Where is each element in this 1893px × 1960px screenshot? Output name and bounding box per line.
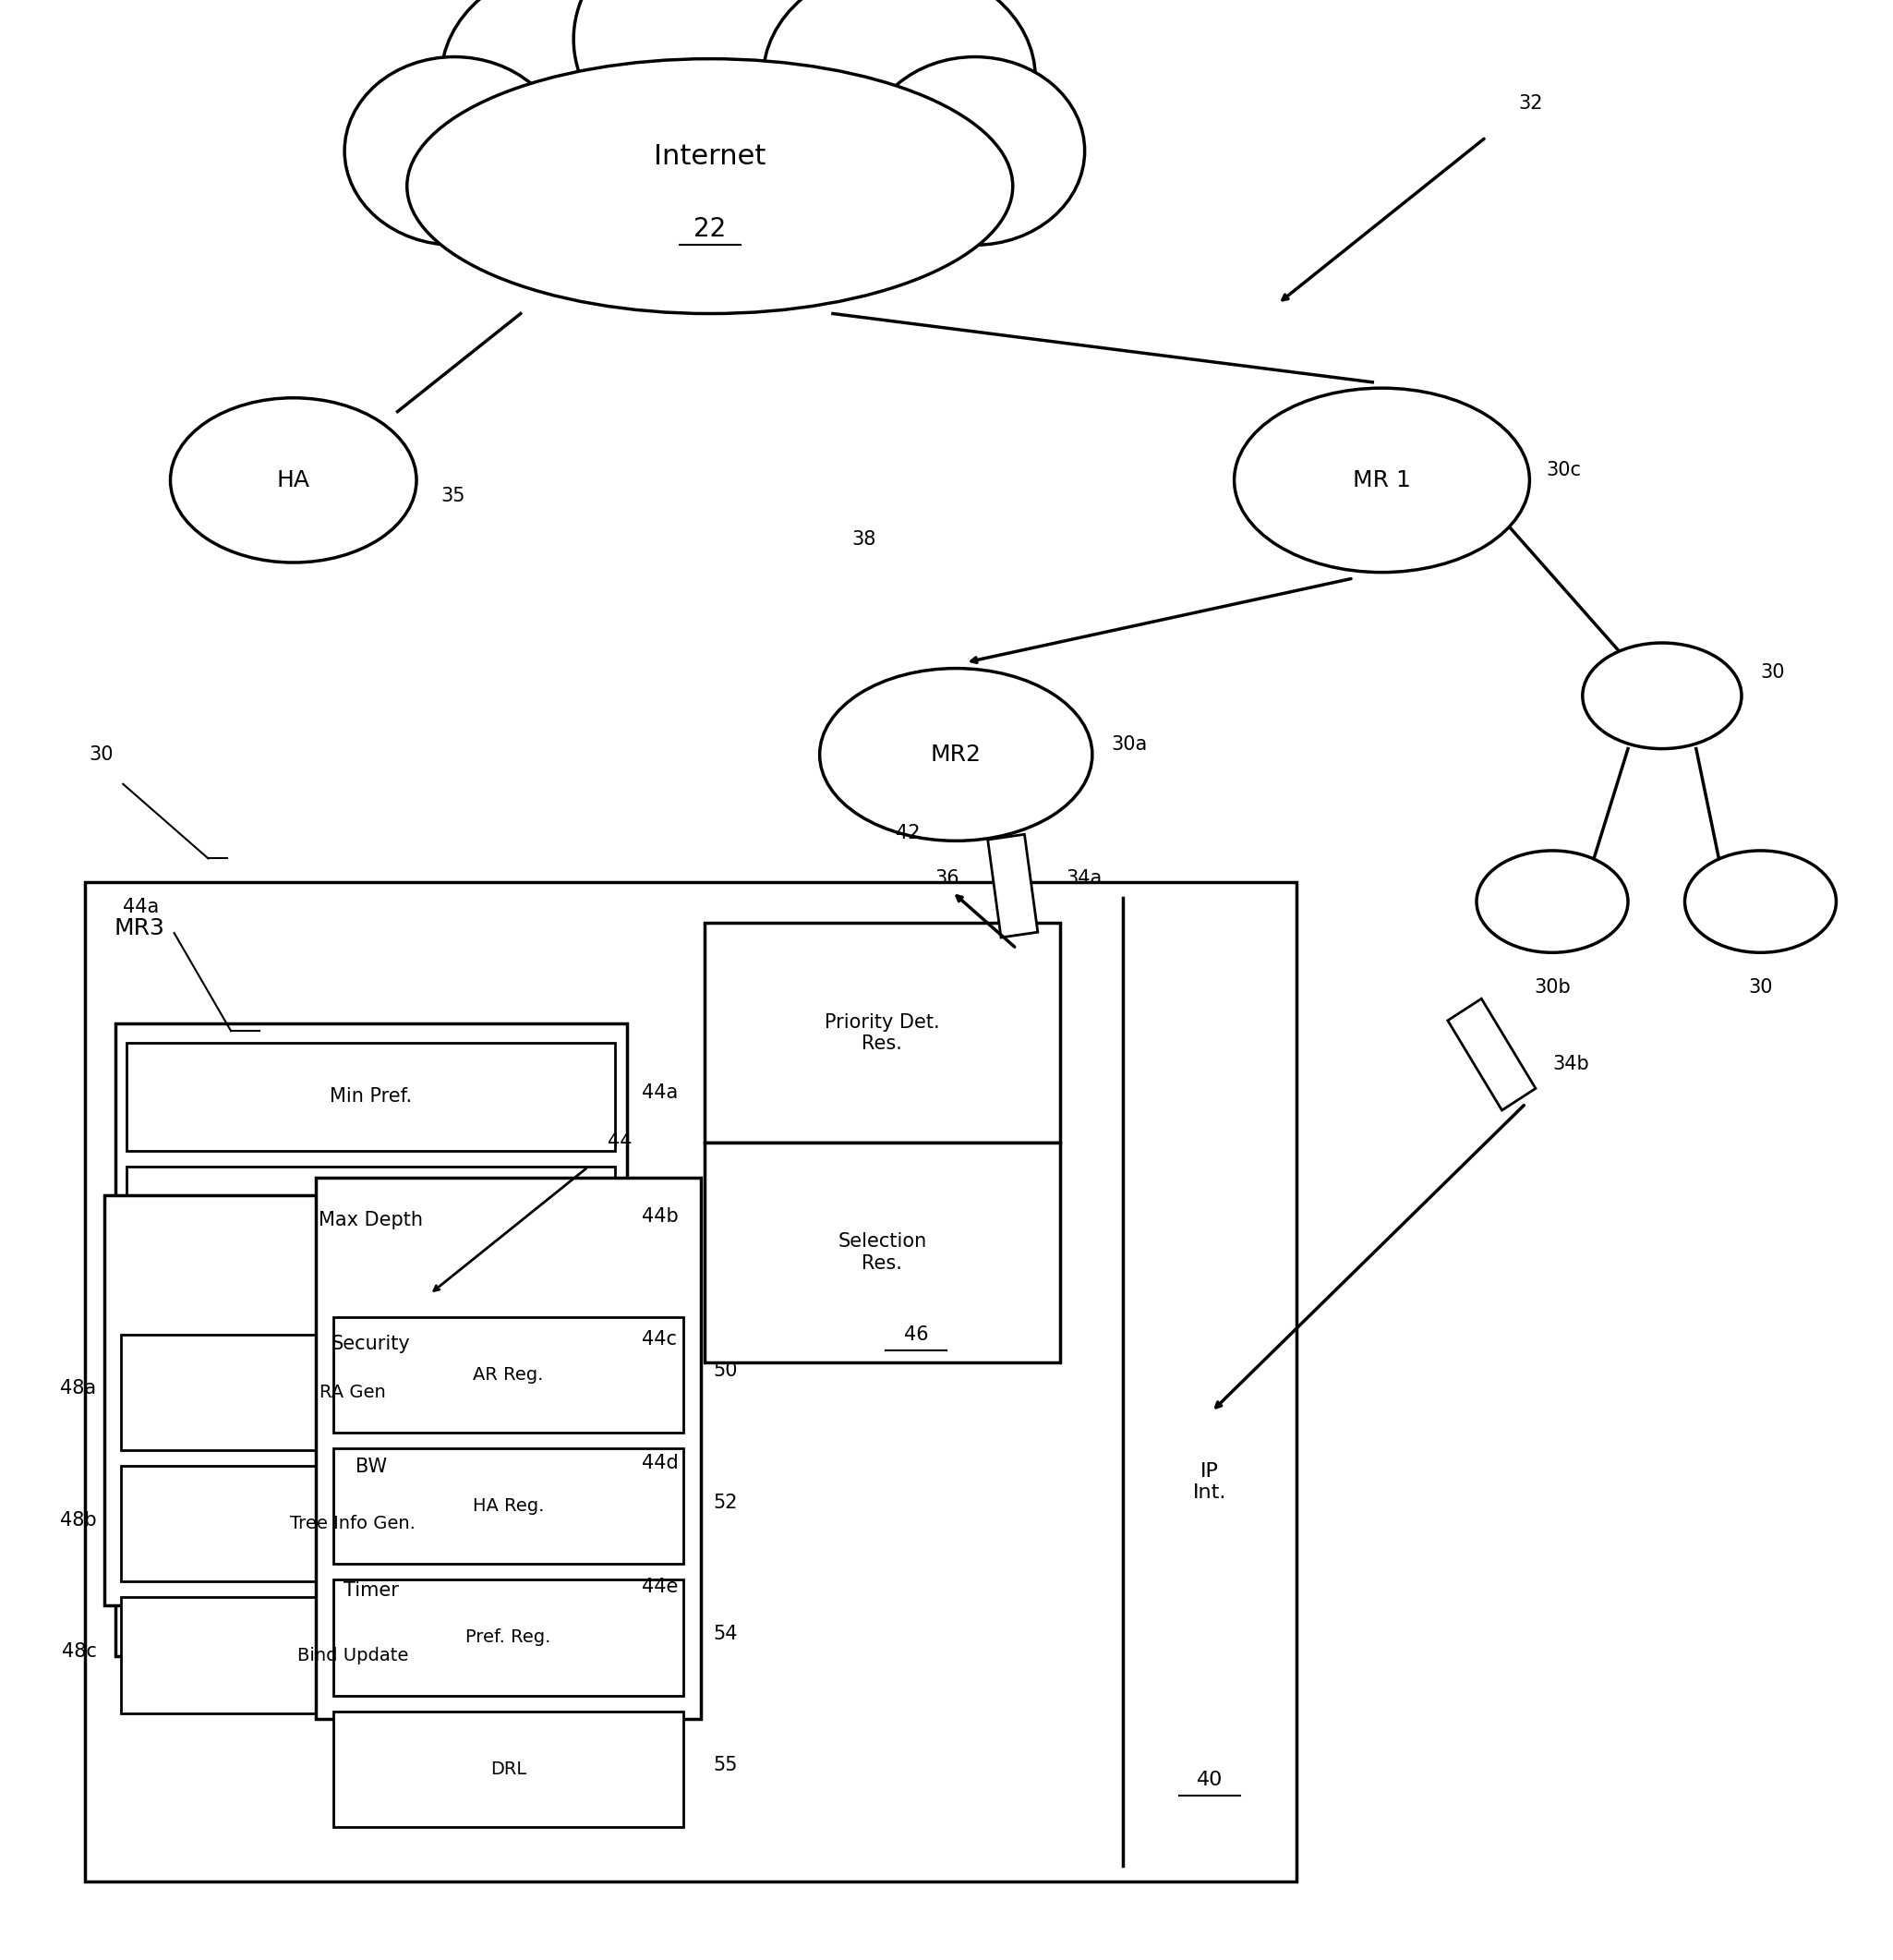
Text: Pref. Reg.: Pref. Reg. — [466, 1629, 551, 1646]
Text: Priority Det.
Res.: Priority Det. Res. — [825, 1013, 939, 1053]
Polygon shape — [1448, 1000, 1535, 1109]
Ellipse shape — [820, 668, 1092, 841]
Text: 44a: 44a — [642, 1084, 678, 1102]
Ellipse shape — [1477, 851, 1628, 953]
Ellipse shape — [407, 59, 1013, 314]
FancyBboxPatch shape — [316, 1178, 700, 1719]
Text: 30c: 30c — [1547, 461, 1583, 480]
Text: 55: 55 — [714, 1756, 738, 1774]
Text: 35: 35 — [441, 486, 466, 506]
Ellipse shape — [574, 0, 922, 172]
Text: 40: 40 — [1196, 1770, 1223, 1789]
Text: 48a: 48a — [61, 1380, 97, 1397]
Text: HA Reg.: HA Reg. — [473, 1497, 543, 1515]
Text: 44c: 44c — [642, 1331, 678, 1348]
FancyBboxPatch shape — [704, 1143, 1060, 1362]
Ellipse shape — [763, 0, 1035, 192]
Ellipse shape — [170, 398, 416, 563]
Ellipse shape — [1234, 388, 1530, 572]
Text: 42: 42 — [895, 823, 920, 843]
FancyBboxPatch shape — [127, 1166, 615, 1274]
Text: HA: HA — [276, 468, 310, 492]
Text: Min Pref.: Min Pref. — [329, 1088, 413, 1105]
FancyBboxPatch shape — [85, 882, 1297, 1882]
Text: 44a: 44a — [123, 898, 159, 917]
Text: 22: 22 — [693, 216, 727, 243]
Text: IP
Int.: IP Int. — [1193, 1462, 1227, 1501]
Text: 44b: 44b — [642, 1207, 678, 1225]
Polygon shape — [988, 835, 1037, 937]
Text: MR 1: MR 1 — [1353, 468, 1410, 492]
Text: 30a: 30a — [1111, 735, 1147, 755]
Text: 50: 50 — [714, 1362, 738, 1380]
Text: AR Reg.: AR Reg. — [473, 1366, 543, 1384]
FancyBboxPatch shape — [704, 923, 1060, 1143]
Text: 30b: 30b — [1533, 978, 1571, 998]
Text: 34a: 34a — [1066, 868, 1102, 888]
Text: 30: 30 — [89, 745, 114, 764]
Text: MR3: MR3 — [114, 917, 165, 939]
Text: 30: 30 — [1760, 662, 1785, 682]
FancyBboxPatch shape — [121, 1466, 585, 1582]
Ellipse shape — [865, 57, 1085, 245]
Text: BW: BW — [356, 1458, 386, 1476]
Ellipse shape — [426, 78, 994, 294]
Text: Tree Info Gen.: Tree Info Gen. — [290, 1515, 416, 1533]
FancyBboxPatch shape — [115, 1023, 627, 1656]
FancyBboxPatch shape — [127, 1290, 615, 1397]
Text: 44d: 44d — [642, 1454, 678, 1472]
Ellipse shape — [345, 57, 564, 245]
FancyBboxPatch shape — [333, 1711, 683, 1827]
Text: 48c: 48c — [62, 1642, 97, 1660]
Text: 38: 38 — [852, 529, 876, 549]
Text: Bind Update: Bind Update — [297, 1646, 409, 1664]
Text: MR2: MR2 — [931, 743, 981, 766]
Text: 44e: 44e — [642, 1578, 678, 1595]
FancyBboxPatch shape — [121, 1335, 585, 1450]
Text: RA Gen: RA Gen — [320, 1384, 386, 1401]
Text: Security: Security — [331, 1335, 411, 1352]
Text: 32: 32 — [1518, 94, 1543, 114]
Text: 54: 54 — [714, 1625, 738, 1642]
Text: 52: 52 — [714, 1494, 738, 1511]
FancyBboxPatch shape — [333, 1448, 683, 1564]
Text: 48b: 48b — [61, 1511, 97, 1529]
Text: 44: 44 — [608, 1133, 632, 1151]
Text: Timer: Timer — [343, 1582, 399, 1599]
Ellipse shape — [441, 0, 714, 192]
FancyBboxPatch shape — [127, 1043, 615, 1151]
FancyBboxPatch shape — [333, 1580, 683, 1695]
FancyBboxPatch shape — [333, 1317, 683, 1433]
Text: Selection
Res.: Selection Res. — [839, 1233, 926, 1272]
Text: 30: 30 — [1749, 978, 1772, 998]
Text: DRL: DRL — [490, 1760, 526, 1778]
FancyBboxPatch shape — [127, 1413, 615, 1521]
Text: Max Depth: Max Depth — [318, 1211, 424, 1229]
Ellipse shape — [407, 59, 1013, 314]
Text: 46: 46 — [905, 1325, 928, 1345]
Ellipse shape — [1583, 643, 1742, 749]
FancyBboxPatch shape — [121, 1597, 585, 1713]
Text: 34b: 34b — [1552, 1054, 1588, 1074]
FancyBboxPatch shape — [104, 1196, 602, 1605]
FancyBboxPatch shape — [127, 1537, 615, 1644]
Ellipse shape — [1685, 851, 1836, 953]
Text: Internet: Internet — [653, 143, 767, 171]
Text: 36: 36 — [935, 868, 960, 888]
